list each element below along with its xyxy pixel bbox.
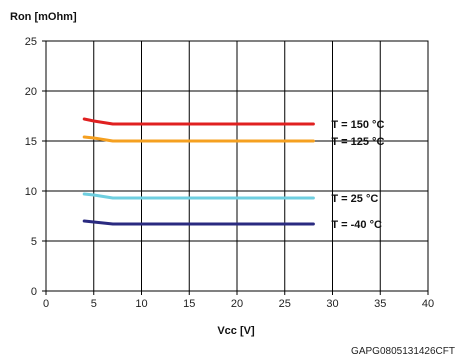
y-tick-label: 25 (25, 36, 37, 48)
plot-frame (45, 40, 429, 292)
y-tick-label: 10 (25, 186, 37, 198)
y-tick-label: 5 (31, 236, 37, 248)
axes (42, 40, 429, 295)
x-tick-label: 40 (422, 298, 434, 310)
x-tick-label: 0 (43, 298, 49, 310)
series-line (82, 192, 315, 200)
series-line (82, 117, 315, 126)
y-tick-label: 20 (25, 86, 37, 98)
y-tick-label: 0 (31, 286, 37, 298)
x-axis-title: Vcc [V] (217, 325, 255, 337)
y-tick-label: 15 (25, 136, 37, 148)
series-label: T = 125 °C (331, 136, 384, 148)
series-label: T = -40 °C (331, 219, 382, 231)
x-tick-label: 10 (135, 298, 147, 310)
series-label: T = 25 °C (331, 193, 378, 205)
series-lines (82, 117, 315, 226)
series-line (82, 219, 315, 226)
tick-labels: 0 5 10 15 20 25 30 35 40 0 5 10 15 20 25 (25, 36, 434, 310)
x-tick-label: 25 (279, 298, 291, 310)
series-label: T = 150 °C (331, 119, 384, 131)
x-tick-label: 5 (91, 298, 97, 310)
x-tick-label: 30 (326, 298, 338, 310)
x-tick-label: 20 (231, 298, 243, 310)
y-axis-title: Ron [mOhm] (10, 11, 77, 23)
x-tick-label: 15 (183, 298, 195, 310)
series-line (82, 135, 315, 143)
grid (45, 40, 429, 292)
x-tick-label: 35 (374, 298, 386, 310)
series-labels: T = 150 °C T = 125 °C T = 25 °C T = -40 °C (331, 119, 384, 231)
footer-code: GAPG0805131426CFT (351, 346, 455, 357)
